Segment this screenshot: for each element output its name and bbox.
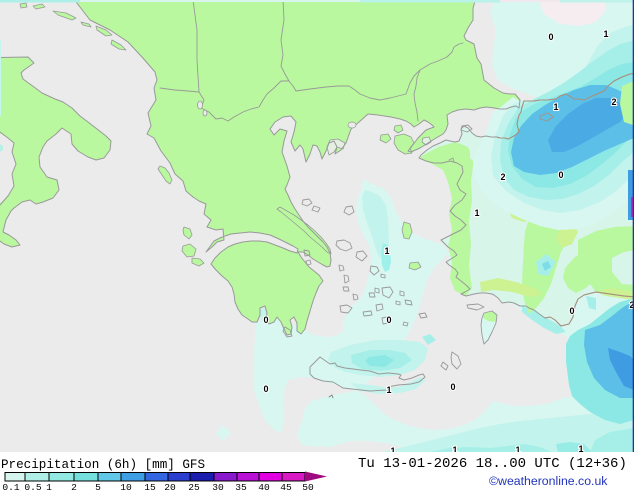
svg-text:Precipitation (6h) [mm] GFS: Precipitation (6h) [mm] GFS xyxy=(1,458,205,472)
svg-text:1: 1 xyxy=(46,482,52,490)
svg-text:1: 1 xyxy=(390,446,395,456)
svg-text:1: 1 xyxy=(384,246,389,256)
svg-text:25: 25 xyxy=(188,482,200,490)
svg-text:10: 10 xyxy=(120,482,132,490)
svg-text:1: 1 xyxy=(452,445,457,455)
svg-text:35: 35 xyxy=(235,482,247,490)
svg-text:0.1: 0.1 xyxy=(2,482,20,490)
svg-text:1: 1 xyxy=(553,102,558,112)
svg-text:2: 2 xyxy=(500,172,505,182)
svg-text:0: 0 xyxy=(263,315,268,325)
svg-text:0.5: 0.5 xyxy=(24,482,42,490)
svg-text:1: 1 xyxy=(474,208,479,218)
svg-text:Tu 13-01-2026 18..00 UTC (12+3: Tu 13-01-2026 18..00 UTC (12+36) xyxy=(358,456,627,472)
svg-text:0: 0 xyxy=(569,306,574,316)
svg-text:1: 1 xyxy=(386,385,391,395)
svg-text:2: 2 xyxy=(629,300,634,310)
svg-text:1: 1 xyxy=(603,29,608,39)
svg-text:0: 0 xyxy=(386,315,391,325)
svg-text:20: 20 xyxy=(164,482,176,490)
svg-text:2: 2 xyxy=(71,482,77,490)
svg-text:0: 0 xyxy=(548,32,553,42)
svg-text:0: 0 xyxy=(558,170,563,180)
svg-text:2: 2 xyxy=(611,97,616,107)
svg-text:50: 50 xyxy=(302,482,314,490)
svg-text:45: 45 xyxy=(280,482,292,490)
svg-text:1: 1 xyxy=(578,444,583,454)
svg-text:0: 0 xyxy=(450,382,455,392)
svg-text:5: 5 xyxy=(95,482,101,490)
svg-text:40: 40 xyxy=(258,482,270,490)
svg-text:15: 15 xyxy=(144,482,156,490)
svg-text:0: 0 xyxy=(263,384,268,394)
svg-text:1: 1 xyxy=(515,445,520,455)
svg-text:©weatheronline.co.uk: ©weatheronline.co.uk xyxy=(489,474,608,488)
svg-text:30: 30 xyxy=(212,482,224,490)
